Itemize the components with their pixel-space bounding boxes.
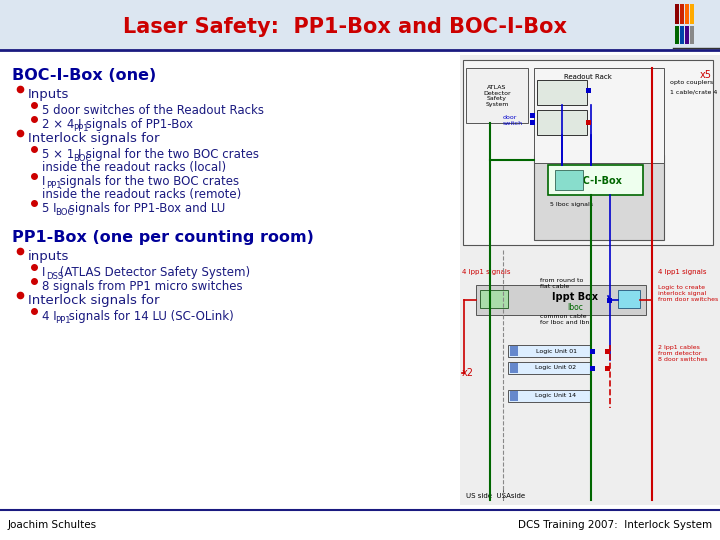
Bar xyxy=(685,26,689,44)
Text: door
switch: door switch xyxy=(503,115,523,126)
Text: inputs: inputs xyxy=(28,250,69,263)
Text: 5 × 1 I: 5 × 1 I xyxy=(42,148,81,161)
Text: Logic Unit 01: Logic Unit 01 xyxy=(536,348,577,354)
Text: Interlock signals for: Interlock signals for xyxy=(28,294,160,307)
Text: x2: x2 xyxy=(462,368,474,378)
Text: x5: x5 xyxy=(700,70,712,80)
Bar xyxy=(607,298,612,303)
Text: signals for the two BOC crates: signals for the two BOC crates xyxy=(56,175,239,188)
Bar xyxy=(685,4,689,24)
Text: BOC
crate: BOC crate xyxy=(554,119,570,130)
Text: 1 cable/crate 4 lines: 1 cable/crate 4 lines xyxy=(670,90,720,95)
Text: Readout Rack: Readout Rack xyxy=(564,74,612,80)
Text: 5 door switches of the Readout Racks: 5 door switches of the Readout Racks xyxy=(42,104,264,117)
Text: 5 Iboc signals: 5 Iboc signals xyxy=(550,202,593,207)
Text: 5 I: 5 I xyxy=(42,202,56,215)
Bar xyxy=(590,349,595,354)
Text: Ippt Box: Ippt Box xyxy=(552,292,598,302)
Bar xyxy=(530,113,535,118)
Bar xyxy=(466,68,528,123)
Text: PP1: PP1 xyxy=(55,316,71,325)
Text: from round to
flat cable: from round to flat cable xyxy=(540,278,583,289)
Bar xyxy=(586,88,591,93)
Text: BOC: BOC xyxy=(55,208,73,217)
Text: PP1: PP1 xyxy=(46,181,62,190)
Bar xyxy=(555,170,583,190)
Text: inside the readout racks (local): inside the readout racks (local) xyxy=(42,161,226,174)
Bar xyxy=(537,110,587,135)
Bar xyxy=(605,366,610,371)
Text: signals for 14 LU (SC-OLink): signals for 14 LU (SC-OLink) xyxy=(65,310,233,323)
Text: I: I xyxy=(42,175,45,188)
Text: (ATLAS Detector Safety System): (ATLAS Detector Safety System) xyxy=(56,266,250,279)
Bar xyxy=(590,366,595,371)
Text: BOC: BOC xyxy=(73,154,91,163)
Text: opto couplers: opto couplers xyxy=(670,80,713,85)
Text: signals for PP1-Box and LU: signals for PP1-Box and LU xyxy=(65,202,225,215)
Text: Laser Safety:  PP1-Box and BOC-I-Box: Laser Safety: PP1-Box and BOC-I-Box xyxy=(123,17,567,37)
Bar xyxy=(480,290,508,308)
Bar xyxy=(510,346,518,356)
Bar xyxy=(586,120,591,125)
Text: Logic Unit 14: Logic Unit 14 xyxy=(536,394,577,399)
Text: 8 signals from PP1 micro switches: 8 signals from PP1 micro switches xyxy=(42,280,243,293)
Text: Joachim Schultes: Joachim Schultes xyxy=(8,520,97,530)
Bar xyxy=(508,390,590,402)
Text: ATLAS
Detector
Safety
System: ATLAS Detector Safety System xyxy=(483,85,510,107)
Text: US side  USAside: US side USAside xyxy=(466,493,525,499)
Text: Iboc: Iboc xyxy=(567,303,583,313)
Text: DSS: DSS xyxy=(46,272,63,281)
Bar xyxy=(680,4,684,24)
Bar xyxy=(537,80,587,105)
Bar xyxy=(675,4,679,24)
Text: 4 lpp1 signals: 4 lpp1 signals xyxy=(462,269,510,275)
Bar xyxy=(508,345,590,357)
FancyBboxPatch shape xyxy=(463,60,713,245)
Text: Logic to create
interlock signal
from door switches: Logic to create interlock signal from do… xyxy=(658,285,719,302)
Bar xyxy=(460,55,720,505)
Text: 2 × 4 I: 2 × 4 I xyxy=(42,118,81,131)
Text: BOC-I-Box: BOC-I-Box xyxy=(567,176,622,186)
Text: inside the readout racks (remote): inside the readout racks (remote) xyxy=(42,188,241,201)
Bar xyxy=(476,285,646,315)
Text: signals of PP1-Box: signals of PP1-Box xyxy=(83,118,194,131)
Bar xyxy=(548,165,643,195)
Text: PP1-Box (one per counting room): PP1-Box (one per counting room) xyxy=(12,230,314,245)
Bar xyxy=(534,155,664,240)
Bar xyxy=(690,26,694,44)
Bar xyxy=(530,120,535,125)
Text: Logic Unit 02: Logic Unit 02 xyxy=(536,366,577,370)
Bar xyxy=(508,362,590,374)
Text: 4 I: 4 I xyxy=(42,310,57,323)
Text: DCS Training 2007:  Interlock System: DCS Training 2007: Interlock System xyxy=(518,520,712,530)
Text: common cable
for lboc and lbn: common cable for lboc and lbn xyxy=(540,314,590,325)
Text: Interlock signals for: Interlock signals for xyxy=(28,132,160,145)
Bar xyxy=(680,26,684,44)
Text: BOC
crate: BOC crate xyxy=(554,89,570,99)
Bar xyxy=(0,0,720,50)
Text: 2 lpp1 cables
from detector
8 door switches: 2 lpp1 cables from detector 8 door switc… xyxy=(658,345,708,362)
Text: Inputs: Inputs xyxy=(28,88,69,101)
Text: 4 lpp1 signals: 4 lpp1 signals xyxy=(658,269,706,275)
Bar xyxy=(510,391,518,401)
Text: I: I xyxy=(42,266,45,279)
Bar xyxy=(675,26,679,44)
Text: signal for the two BOC crates: signal for the two BOC crates xyxy=(83,148,259,161)
Bar xyxy=(618,290,640,308)
Text: PP1: PP1 xyxy=(73,124,89,133)
Bar xyxy=(690,4,694,24)
Text: BOC-I-Box (one): BOC-I-Box (one) xyxy=(12,68,156,83)
Bar xyxy=(534,68,664,163)
Bar xyxy=(605,349,610,354)
Bar xyxy=(510,363,518,373)
